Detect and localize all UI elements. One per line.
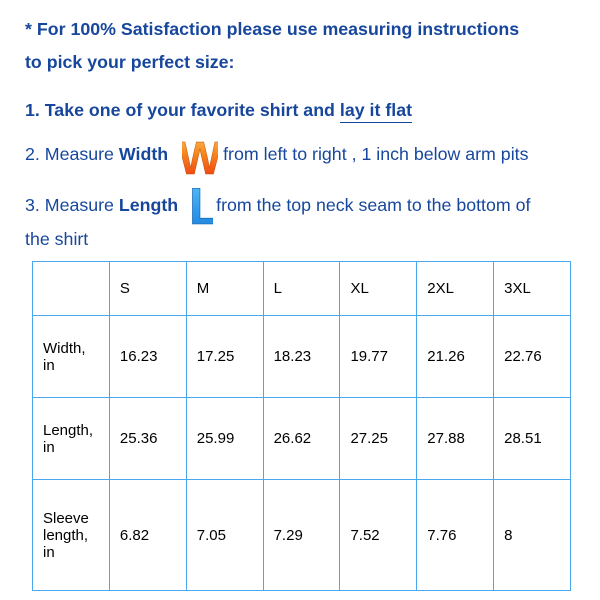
svg-text:L: L — [189, 180, 213, 234]
svg-text:W: W — [182, 134, 218, 182]
